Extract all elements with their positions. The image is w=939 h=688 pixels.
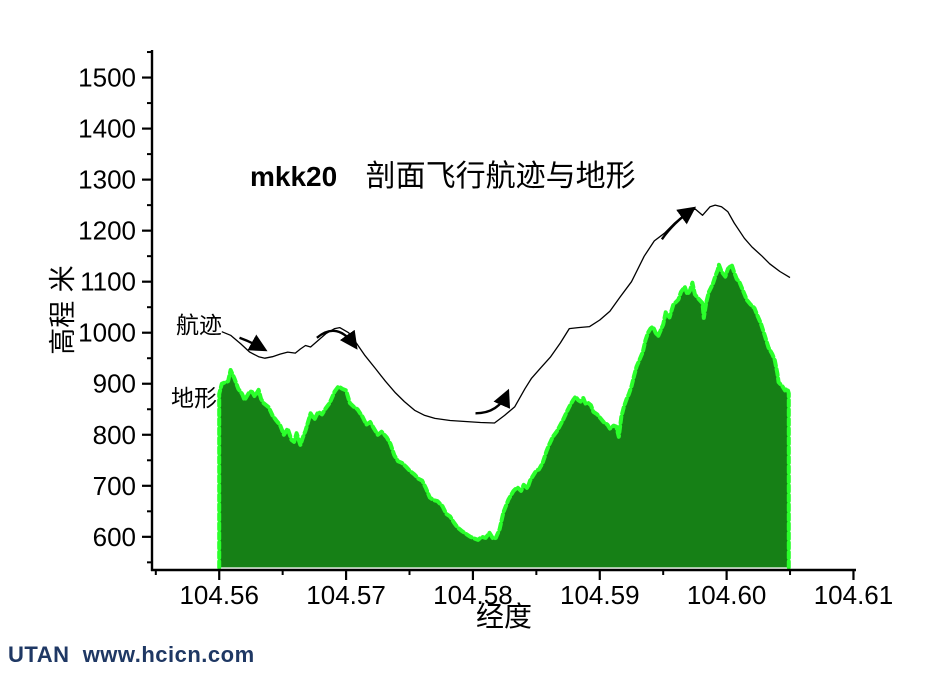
axes: 600 700 800 900 1000 1100 1200 1300 1400 1500 104.…	[78, 50, 893, 610]
x-axis-tick-label: 104.59	[560, 580, 640, 610]
x-axis-tick-label: 104.57	[306, 580, 386, 610]
y-axis-tick-label: 1200	[78, 216, 136, 246]
trajectory-line-group	[221, 204, 791, 424]
y-axis-tick-label: 1000	[78, 318, 136, 348]
y-axis-title: 高程 米	[48, 265, 79, 355]
watermark: UTAN www.hcicn.com	[8, 642, 255, 667]
chart-title-prefix: mkk20	[250, 161, 337, 192]
terrain-area-edge	[217, 262, 791, 570]
trajectory-line	[221, 204, 791, 424]
flight-direction-arrow	[475, 388, 511, 415]
chart-title-main: 剖面飞行航迹与地形	[366, 159, 636, 194]
terrain-series-label: 地形	[171, 386, 217, 412]
x-axis-tick-label: 104.58	[433, 580, 513, 610]
terrain-area	[217, 262, 791, 570]
x-axis-tick-label: 104.56	[179, 580, 259, 610]
x-axis-tick-label: 104.61	[814, 580, 894, 610]
flight-direction-arrow	[316, 329, 358, 350]
y-axis-tick-label: 700	[93, 471, 136, 501]
y-axis-tick-label: 1100	[80, 267, 136, 297]
y-axis-tick-label: 800	[93, 420, 136, 450]
y-axis-tick-label: 1300	[78, 165, 136, 195]
y-axis-tick-label: 600	[93, 522, 136, 552]
x-axis-tick-label: 104.60	[687, 580, 767, 610]
flight-direction-arrows	[239, 206, 697, 415]
y-axis-tick-label: 900	[93, 369, 136, 399]
flight-direction-arrow	[239, 334, 268, 352]
trajectory-series-label: 航迹	[176, 313, 222, 339]
chart-title: mkk20 剖面飞行航迹与地形	[250, 159, 636, 194]
y-axis-tick-label: 1400	[78, 114, 136, 144]
flight-direction-arrow	[660, 206, 697, 240]
x-axis-title: 经度	[476, 600, 532, 633]
y-axis-tick-label: 1500	[78, 63, 136, 93]
